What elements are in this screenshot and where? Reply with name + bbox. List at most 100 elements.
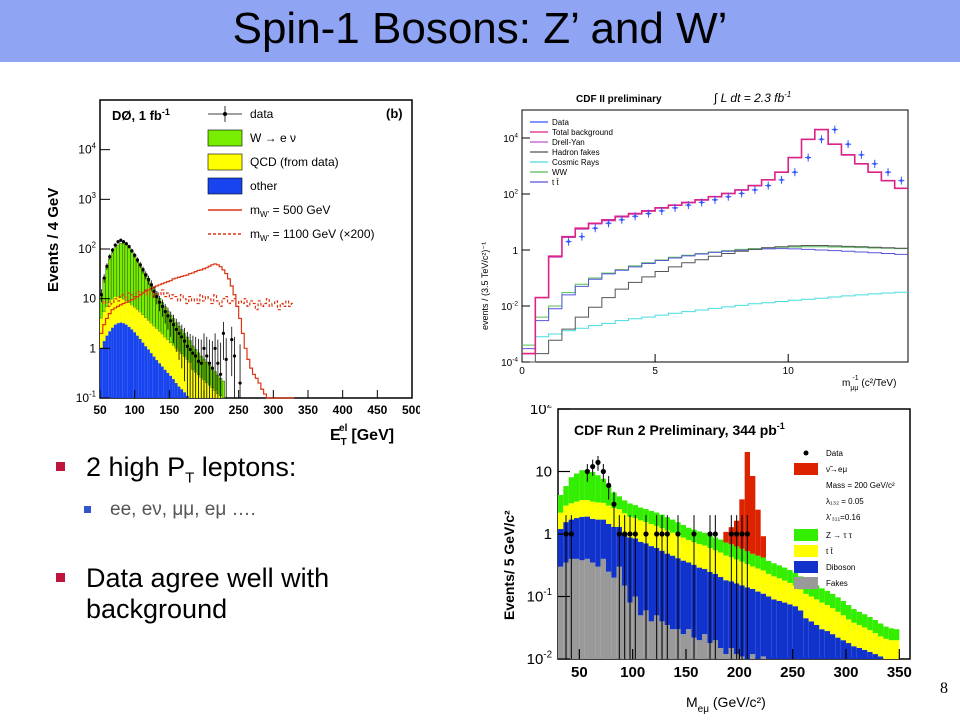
d0-bar-qcd — [172, 345, 175, 380]
cdf2-data-point — [744, 531, 750, 537]
d0-data-point — [177, 331, 181, 335]
d0-data-point — [152, 289, 156, 294]
cdf2-bar — [702, 634, 708, 659]
d0-bar-other — [183, 392, 186, 398]
cdf1-y-tick-label: 104 — [503, 133, 518, 146]
cdf2-data-point — [659, 531, 665, 537]
cdf2-bar — [888, 628, 894, 641]
d0-x-tick-label: 200 — [194, 403, 214, 417]
cdf2-bar — [872, 654, 878, 659]
cdf2-bar — [840, 640, 846, 659]
d0-bar-other — [108, 331, 112, 398]
cdf2-bar — [606, 505, 612, 524]
cdf2-data-point — [568, 531, 574, 537]
cdf2-legend-swatch — [794, 561, 818, 573]
cdf2-bar — [824, 590, 830, 606]
cdf2-bar — [867, 651, 873, 659]
d0-data-point — [171, 323, 176, 327]
d0-x-axis-label: ETel [GeV] — [330, 423, 394, 448]
cdf2-bar — [867, 630, 873, 652]
cdf2-bar — [590, 501, 596, 519]
cdf2-bar — [595, 519, 601, 567]
cdf2-bar — [718, 552, 724, 578]
d0-bar-w — [113, 247, 117, 297]
d0-bar-qcd — [108, 302, 112, 332]
cdf1-data-point — [766, 184, 770, 187]
d0-data-point — [202, 346, 206, 350]
d0-x-tick-label: 50 — [93, 403, 107, 417]
cdf1-title: CDF II preliminary — [576, 94, 662, 105]
cdf2-bar — [824, 605, 830, 632]
page-number: 8 — [940, 680, 948, 697]
cdf2-bar — [686, 527, 692, 541]
d0-data-point — [105, 264, 109, 268]
d0-bar-other — [158, 363, 162, 398]
d0-y-tick-label: 10 — [83, 292, 97, 306]
d0-bar-other — [166, 372, 170, 398]
cdf1-legend-label: Total background — [552, 128, 613, 137]
d0-data-point — [219, 372, 223, 376]
cdf2-bar — [862, 614, 868, 628]
cdf2-bar — [771, 599, 777, 659]
cdf2-bar — [696, 640, 702, 659]
d0-et-histogram: 50 100 150 200 250 300 350 400 450 500 10-1 1 10 102 1… — [45, 99, 420, 448]
cdf1-x-tick-label: 5 — [652, 366, 658, 377]
d0-data-point — [130, 249, 134, 253]
d0-data-point — [124, 242, 128, 246]
cdf2-bar — [846, 605, 852, 620]
d0-data-point — [102, 276, 106, 280]
d0-legend-label: mW’ = 1100 GeV (×200) — [250, 227, 375, 243]
cdf2-data-point — [734, 531, 740, 537]
cdf2-bar — [622, 500, 628, 514]
cdf1-data-point — [607, 221, 610, 225]
cdf1-data-point — [713, 198, 717, 202]
cdf2-bar — [702, 545, 708, 570]
cdf1-data-point — [673, 206, 677, 210]
cdf2-bar — [686, 629, 692, 659]
cdf1-luminosity: ∫ L dt = 2.3 fb-1 — [713, 90, 791, 105]
d0-y-tick-label: 1 — [89, 341, 96, 355]
d0-bar-other — [124, 324, 128, 398]
d0-bar-other — [130, 329, 134, 398]
cdf2-bar — [878, 636, 884, 657]
d0-signal-500 — [100, 263, 295, 399]
cdf2-bar — [574, 558, 580, 659]
cdf2-bar — [696, 544, 702, 568]
d0-bar-other — [161, 366, 164, 398]
bullet-square-icon — [56, 573, 65, 583]
d0-x-tick-label: 150 — [159, 403, 179, 417]
cdf2-y-tick-label: 10-1 — [527, 587, 552, 606]
d0-bar-other — [111, 327, 114, 398]
d0-bar-qcd — [180, 353, 184, 390]
d0-legend-label: mW’ = 500 GeV — [250, 203, 330, 219]
cdf1-data-point — [860, 153, 863, 157]
cdf1-data-point — [567, 240, 570, 243]
cdf2-bar — [808, 621, 814, 659]
cdf2-bar — [723, 580, 729, 655]
d0-bar-qcd — [161, 334, 164, 367]
cdf2-bar — [638, 615, 644, 659]
cdf2-bar — [723, 531, 729, 543]
d0-x-tick-label: 300 — [263, 403, 283, 417]
cdf2-x-tick-label: 350 — [887, 664, 912, 681]
d0-bar-other — [141, 342, 145, 398]
cdf1-data-point — [833, 128, 837, 131]
cdf1-data-point — [686, 203, 690, 207]
d0-data-point — [158, 300, 162, 304]
d0-data-point — [205, 354, 209, 358]
cdf2-bar — [595, 475, 601, 503]
cdf2-legend-label: ν̃→eμ — [826, 465, 847, 474]
cdf2-bar — [638, 520, 644, 542]
cdf2-data-point — [654, 531, 660, 537]
d0-data-point — [174, 327, 178, 332]
cdf2-bar — [579, 470, 585, 501]
d0-x-tick-label: 500 — [402, 403, 420, 417]
d0-bar-other — [100, 348, 103, 398]
cdf2-bar — [803, 593, 809, 619]
d0-bar-qcd — [111, 299, 114, 328]
cdf2-bar — [579, 516, 585, 561]
d0-bar-other — [177, 386, 181, 398]
cdf2-bar — [803, 618, 809, 659]
d0-signal-lines — [100, 263, 295, 399]
cdf2-legend-label: Z → τ τ — [826, 531, 853, 540]
